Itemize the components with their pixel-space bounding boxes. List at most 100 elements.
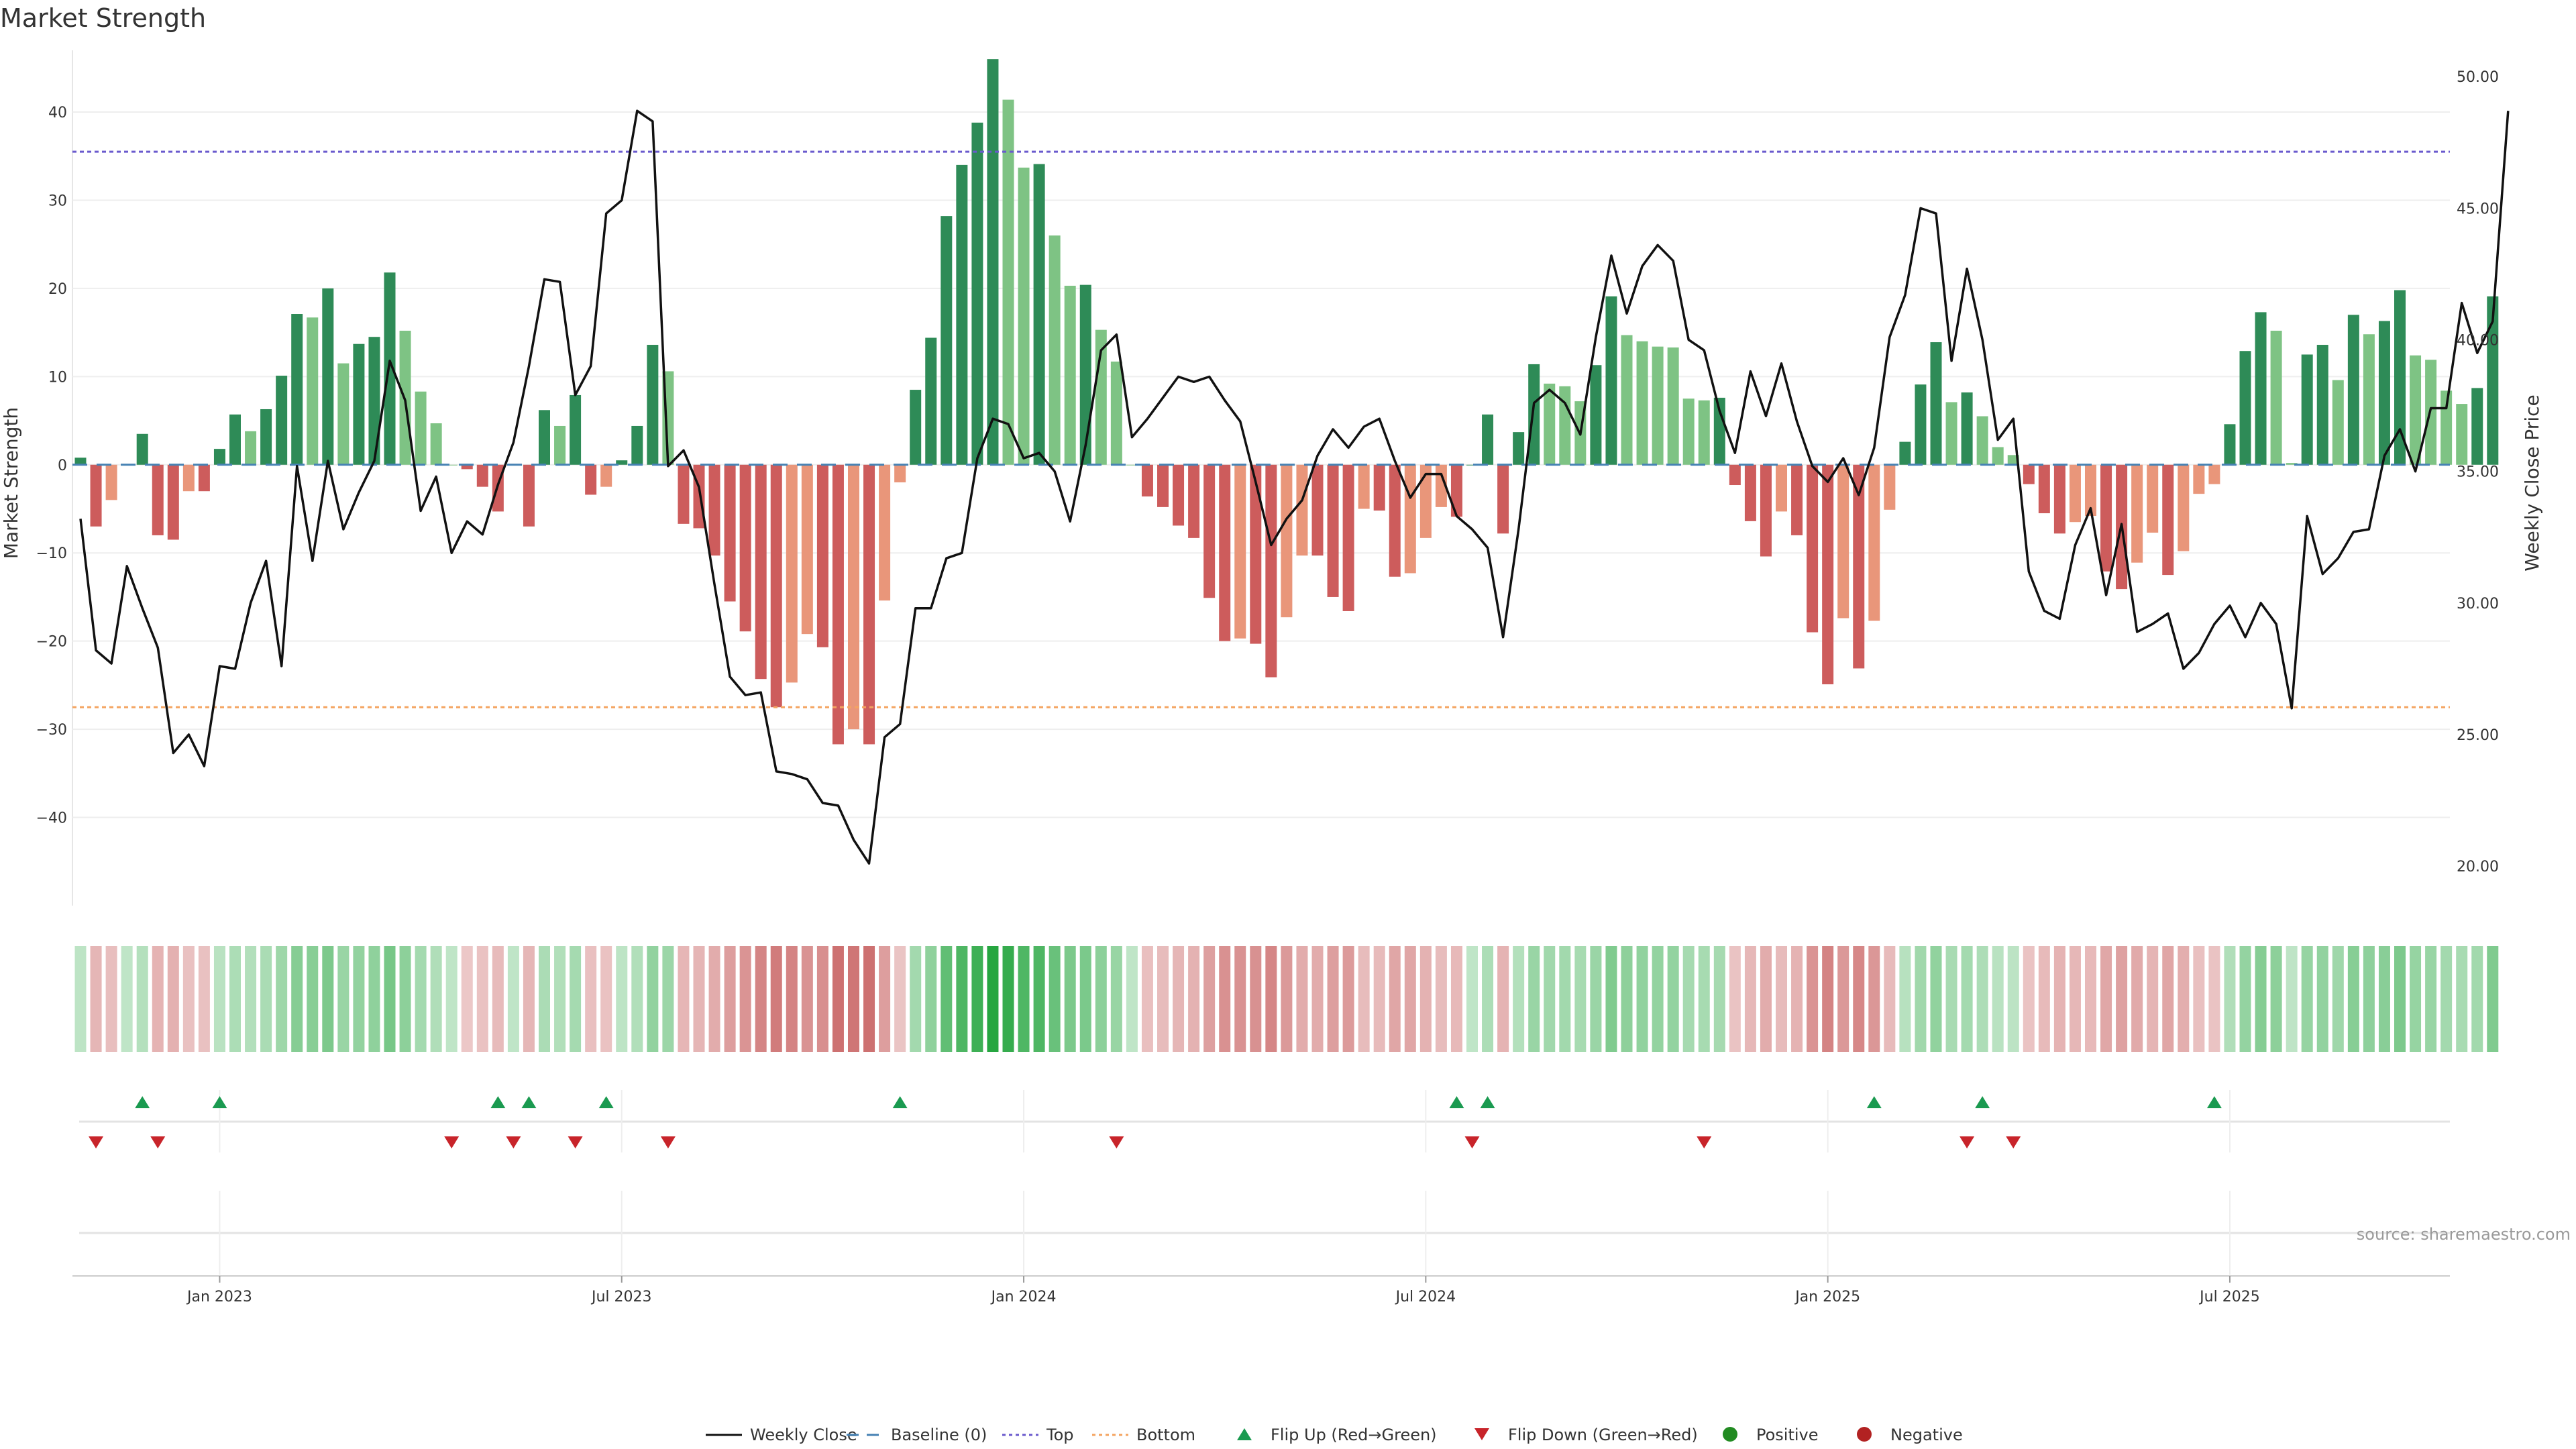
strength-bar [941,216,953,465]
strength-bar [1358,464,1370,509]
heat-cell [755,946,767,1052]
strength-bar [1605,296,1617,465]
heat-cell [2147,946,2159,1052]
heat-cell [2301,946,2313,1052]
strength-bar [1157,464,1169,507]
strength-bar [1450,464,1462,517]
strength-bar [1281,464,1293,618]
strength-bar [724,464,736,602]
strength-bar [570,394,582,465]
lower-gridlines [219,1191,2231,1275]
strength-bar [1713,397,1725,465]
heat-cell [1667,946,1679,1052]
strength-bar [2456,404,2468,465]
heat-cell [1621,946,1633,1052]
weekly-close-line-group [79,109,2510,865]
strength-bar [1868,464,1880,621]
heat-cell [894,946,906,1052]
heat-cell [2100,946,2112,1052]
heat-cell [1729,946,1741,1052]
strength-bar [1961,392,1973,465]
heat-cell [1404,946,1416,1052]
strength-bar [894,464,906,483]
right-axis-ticks: 50.00 45.00 40.00 35.00 30.00 25.00 20.00 [2457,69,2499,875]
strength-bar [708,464,720,556]
strength-bar [1915,384,1927,465]
right-tick-label: 30.00 [2457,596,2499,612]
flip-down-marker [150,1136,166,1148]
right-axis-label: Weekly Close Price [2521,394,2543,571]
strength-bar [260,409,272,465]
strength-bar [554,425,566,465]
heat-cell [1992,946,2004,1052]
date-tick-label: Jul 2025 [2198,1289,2260,1305]
strength-bar [1513,432,1525,465]
strength-bar [1311,464,1324,556]
strength-bar [2363,334,2375,465]
heat-cell [1605,946,1617,1052]
strength-bar [2193,464,2205,494]
heat-cell [182,946,195,1052]
strength-bar [1807,464,1819,633]
strength-bar [755,464,767,680]
heat-cell [1884,946,1896,1052]
heat-cell [229,946,241,1052]
flip-markers-panel [79,1090,2450,1152]
strength-bar [1497,464,1509,534]
heat-cell [2038,946,2050,1052]
strength-bar [1250,464,1262,644]
heat-cell [492,946,504,1052]
strength-bar [2394,290,2406,465]
strength-bar [1404,464,1416,574]
heat-cell [1141,946,1153,1052]
heat-cell [2410,946,2422,1052]
heat-cell [2456,946,2468,1052]
left-tick-label: −20 [36,634,67,651]
legend: Weekly Close Baseline (0) Top Bottom Flip Up… [706,1426,1963,1444]
strength-bar [152,464,164,535]
heat-cell [1868,946,1880,1052]
strength-bar [1930,342,1942,465]
heat-cell [1373,946,1385,1052]
strength-bar [167,464,179,540]
left-tick-label: −40 [36,810,67,827]
strength-bar [523,464,535,527]
heat-cell [307,946,319,1052]
heat-cell [1389,946,1401,1052]
heat-cell [1837,946,1849,1052]
heat-cell [1590,946,1602,1052]
flip-up-marker [212,1096,227,1108]
heat-cell [1976,946,1988,1052]
heat-cell [1853,946,1865,1052]
right-tick-label: 20.00 [2457,859,2499,875]
left-tick-label: 40 [48,105,67,121]
strength-bar [307,317,319,465]
heat-cell [461,946,473,1052]
strength-bar [1033,164,1045,465]
heat-cell [570,946,582,1052]
date-tick-label: Jan 2024 [990,1289,1057,1305]
strength-bar [198,464,210,492]
heat-cell [1807,946,1819,1052]
flip-down-marker [444,1136,460,1148]
heat-cell [1033,946,1045,1052]
date-axis-panel: Jan 2023 Jul 2023 Jan 2024 Jul 2024 Jan 2025… [72,1191,2571,1305]
heat-cell [1776,946,1787,1052]
strength-bar [971,122,983,465]
flip-down-marker [1464,1136,1480,1148]
left-tick-label: 10 [48,369,67,386]
heat-cell [445,946,458,1052]
right-tick-label: 35.00 [2457,464,2499,481]
strength-bar [770,464,782,708]
right-tick-label: 40.00 [2457,333,2499,350]
heat-cell [1002,946,1014,1052]
heat-cell [2178,946,2190,1052]
heat-cell [941,946,953,1052]
strength-bar [987,59,999,465]
flip-up-marker [521,1096,537,1108]
heat-cell [1358,946,1370,1052]
legend-label: Bottom [1136,1426,1195,1444]
heat-cell [554,946,566,1052]
heat-cell [1173,946,1185,1052]
heat-cell [1265,946,1277,1052]
